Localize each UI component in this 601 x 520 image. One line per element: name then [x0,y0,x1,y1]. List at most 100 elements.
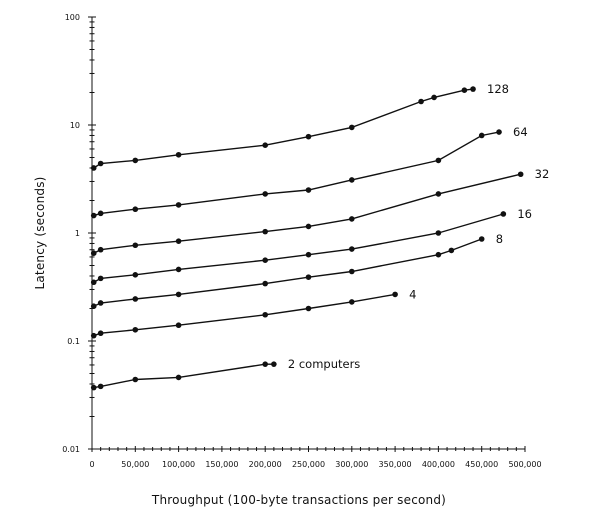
data-point [305,251,312,258]
x-axis-title: Throughput (100-byte transactions per se… [151,493,446,507]
data-point [97,275,104,282]
data-point [90,384,97,391]
data-point [305,274,312,280]
y-tick-label: 0.01 [62,445,80,454]
series-line [93,363,274,389]
data-point [132,272,139,278]
data-point [478,132,485,139]
data-point [305,187,312,193]
x-tick-label: 400,000 [422,460,455,469]
data-point [132,326,139,333]
data-point [90,332,97,339]
data-point [349,124,355,131]
data-point [90,212,97,219]
data-point [97,330,104,337]
data-point [262,142,269,149]
data-point [132,296,139,302]
data-point [435,157,442,164]
x-tick-label: 250,000 [292,460,325,469]
data-point [349,299,355,305]
series-64: 64 [90,125,528,219]
y-axis-title: Latency (seconds) [33,176,47,289]
data-point [175,322,182,329]
data-point [90,250,97,257]
data-point [392,291,398,298]
data-point [90,303,97,310]
series-128: 128 [90,82,509,171]
y-tick-label: 100 [65,13,80,22]
x-tick-label: 350,000 [379,460,412,469]
series-line [93,173,521,254]
data-point [90,165,97,171]
data-point [305,305,312,312]
data-point [448,247,455,254]
data-point [349,216,355,222]
data-point [97,160,104,167]
data-point [175,291,182,298]
data-point [262,361,269,367]
ticks: 0.01 0.1 1 10 100 0 50,000 100,000 150,000 200,00… [62,13,541,469]
series-label: 16 [517,207,532,221]
data-point [349,246,355,252]
series-label: 2 computers [288,357,360,371]
data-point [175,202,182,208]
data-point [418,98,424,105]
series-2-computers: 2 computers [90,357,360,391]
data-point [349,177,355,183]
series-group: 2 computers 4 8 16 32 64 128 [90,82,550,391]
data-point [175,238,182,244]
data-point [97,300,104,306]
data-point [517,171,524,178]
y-tick-label: 1 [75,229,80,238]
data-point [349,268,355,275]
x-tick-label: 150,000 [205,460,238,469]
data-point [435,230,442,236]
data-point [262,228,269,235]
series-4: 4 [90,287,416,339]
x-tick-label: 200,000 [249,460,282,469]
data-point [132,206,139,213]
x-tick-label: 0 [89,460,94,469]
data-point [435,191,442,197]
data-point [470,86,476,92]
data-point [97,383,104,390]
series-line [93,131,500,217]
series-label: 4 [409,287,416,301]
series-line [93,88,474,169]
data-point [262,280,269,287]
data-point [435,251,442,258]
data-point [97,246,104,253]
data-point [132,376,139,383]
series-line [93,213,504,283]
series-line [93,238,482,307]
axes [91,17,525,450]
data-point [262,311,269,318]
series-32: 32 [90,167,550,257]
series-label: 64 [513,125,528,139]
data-point [175,151,182,158]
series-label: 8 [496,232,503,246]
data-point [431,94,437,101]
series-label: 32 [535,167,550,181]
series-label: 128 [487,82,509,96]
data-point [461,87,468,94]
series-16: 16 [90,207,532,286]
y-tick-label: 0.1 [67,337,80,346]
data-point [97,210,104,217]
data-point [500,211,507,217]
x-tick-label: 500,000 [508,460,541,469]
x-tick-label: 300,000 [335,460,368,469]
y-tick-label: 10 [70,121,80,130]
data-point [305,223,312,230]
data-point [271,361,277,367]
series-8: 8 [90,232,503,310]
data-point [262,257,269,263]
data-point [90,279,97,286]
data-point [132,242,139,249]
data-point [478,236,485,242]
data-point [496,129,502,135]
data-point [175,374,182,381]
data-point [132,157,139,164]
data-point [305,133,312,140]
